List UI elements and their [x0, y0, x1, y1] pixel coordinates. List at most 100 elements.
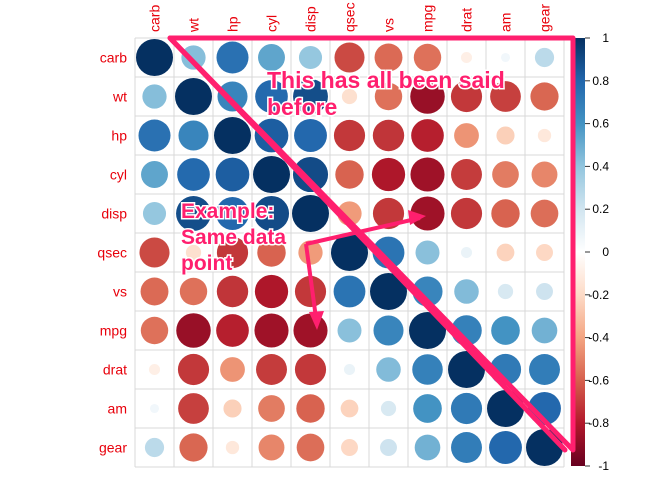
- annotation-layer: This has all been said before Example: S…: [167, 35, 576, 453]
- corr-circle-carb-qsec: [334, 42, 365, 73]
- legend-tick-label: -0.4: [588, 331, 609, 345]
- corr-circle-mpg-carb: [140, 316, 169, 345]
- annotation-arrowhead-2: [309, 311, 324, 330]
- col-label-gear: gear: [537, 4, 553, 32]
- corr-circle-hp-gear: [537, 128, 552, 143]
- row-label-wt: wt: [112, 89, 127, 105]
- corr-circle-wt-carb: [142, 84, 167, 109]
- corr-circle-wt-vs: [374, 82, 403, 111]
- legend-tick-label: -1: [598, 459, 609, 473]
- corr-circle-am-hp: [223, 399, 242, 418]
- corr-circle-am-cyl: [258, 395, 285, 422]
- corr-circle-qsec-wt: [185, 244, 202, 261]
- corr-circle-drat-carb: [148, 363, 161, 376]
- corr-circle-disp-wt: [176, 196, 211, 231]
- annotation-triangle: [167, 35, 576, 453]
- annotation-example-line-3: point: [181, 252, 232, 275]
- corr-circle-qsec-drat: [460, 246, 473, 259]
- corr-circle-disp-hp: [216, 197, 249, 230]
- corr-circle-carb-disp: [298, 45, 323, 70]
- corr-circle-am-carb: [149, 403, 160, 414]
- corr-circle-gear-cyl: [258, 434, 285, 461]
- legend-tick-label: 0.8: [592, 74, 609, 88]
- annotation-note: This has all been said before: [266, 66, 507, 122]
- corr-circle-vs-gear: [536, 283, 553, 300]
- corr-circle-carb-carb: [136, 39, 173, 76]
- corr-circle-cyl-carb: [141, 161, 168, 188]
- corr-circle-gear-hp: [225, 440, 240, 455]
- corr-circle-cyl-mpg: [410, 157, 445, 192]
- corr-circle-mpg-cyl: [254, 313, 289, 348]
- legend-tick-label: 0.4: [592, 159, 609, 173]
- col-label-vs: vs: [381, 18, 397, 32]
- corr-circle-mpg-am: [491, 316, 520, 345]
- col-label-carb: carb: [147, 5, 163, 32]
- corr-circle-gear-qsec: [341, 439, 358, 456]
- corr-circle-disp-gear: [530, 199, 559, 228]
- col-label-qsec: qsec: [342, 2, 358, 32]
- corr-circle-mpg-disp: [293, 313, 328, 348]
- legend-tick-label: 0.2: [592, 202, 609, 216]
- corr-circle-cyl-vs: [371, 157, 406, 192]
- corr-circle-drat-gear: [529, 354, 560, 385]
- row-label-hp: hp: [111, 128, 127, 144]
- corr-circle-gear-disp: [296, 433, 325, 462]
- legend-tick-label: -0.8: [588, 416, 609, 430]
- legend-tick-label: 0: [602, 245, 609, 259]
- corr-circle-mpg-wt: [176, 313, 211, 348]
- corr-circle-disp-drat: [450, 197, 483, 230]
- corr-circle-gear-wt: [179, 433, 208, 462]
- corr-circle-qsec-hp: [216, 236, 249, 269]
- corr-circle-vs-drat: [454, 279, 479, 304]
- row-label-cyl: cyl: [110, 167, 127, 183]
- corr-circle-vs-wt: [179, 277, 208, 306]
- corr-circle-hp-vs: [372, 119, 405, 152]
- corr-circle-wt-hp: [217, 81, 248, 112]
- annotation-arrow-line-1: [305, 216, 421, 246]
- corr-circle-cyl-drat: [451, 159, 482, 190]
- legend-tick-label: -0.2: [588, 288, 609, 302]
- corr-circle-mpg-vs: [373, 315, 404, 346]
- corr-circle-am-vs: [380, 400, 397, 417]
- legend-tick-label: 0.6: [592, 117, 609, 131]
- corr-circle-wt-disp: [293, 79, 328, 114]
- col-label-hp: hp: [225, 16, 241, 32]
- corr-circle-am-mpg: [413, 394, 442, 423]
- col-label-cyl: cyl: [264, 15, 280, 32]
- corr-circle-hp-hp: [214, 117, 251, 154]
- corr-circle-gear-mpg: [414, 434, 441, 461]
- corr-circle-disp-cyl: [253, 195, 290, 232]
- corr-circle-disp-carb: [142, 201, 167, 226]
- corr-circle-carb-mpg: [413, 43, 442, 72]
- corr-circle-vs-qsec: [333, 275, 366, 308]
- corr-circle-qsec-qsec: [331, 234, 368, 271]
- corr-circle-qsec-am: [496, 243, 515, 262]
- corr-circle-hp-cyl: [254, 118, 289, 153]
- corr-circle-carb-hp: [216, 41, 249, 74]
- corr-circle-carb-cyl: [258, 44, 285, 71]
- corr-circle-vs-hp: [216, 275, 249, 308]
- corr-circle-am-qsec: [340, 399, 359, 418]
- corr-circle-gear-carb: [144, 437, 165, 458]
- corr-circle-carb-drat: [460, 51, 473, 64]
- annotation-diagonal: [167, 35, 568, 453]
- corr-circle-hp-wt: [178, 120, 209, 151]
- row-label-carb: carb: [100, 50, 127, 66]
- corr-circle-qsec-mpg: [415, 240, 440, 265]
- corr-circle-wt-cyl: [255, 80, 288, 113]
- color-legend: 1 0.8 0.6 0.4 0.2 0 -0.2 -0.4 -0.6 -0.8 -1: [571, 31, 609, 473]
- annotation-example-line-1: Example:: [181, 200, 274, 223]
- corr-circle-hp-mpg: [411, 119, 444, 152]
- annotation-note-line-2: before: [267, 94, 337, 120]
- corr-circle-wt-qsec: [341, 88, 358, 105]
- corr-circle-cyl-disp: [292, 156, 329, 193]
- corr-circle-mpg-hp: [216, 314, 249, 347]
- corr-circle-am-drat: [450, 392, 483, 425]
- corr-circle-wt-wt: [175, 78, 212, 115]
- corr-circle-am-disp: [296, 394, 325, 423]
- annotation-note-line-1: This has all been said: [267, 67, 505, 93]
- corr-circle-drat-hp: [220, 357, 245, 382]
- corr-circle-wt-gear: [530, 82, 559, 111]
- col-label-disp: disp: [303, 6, 319, 32]
